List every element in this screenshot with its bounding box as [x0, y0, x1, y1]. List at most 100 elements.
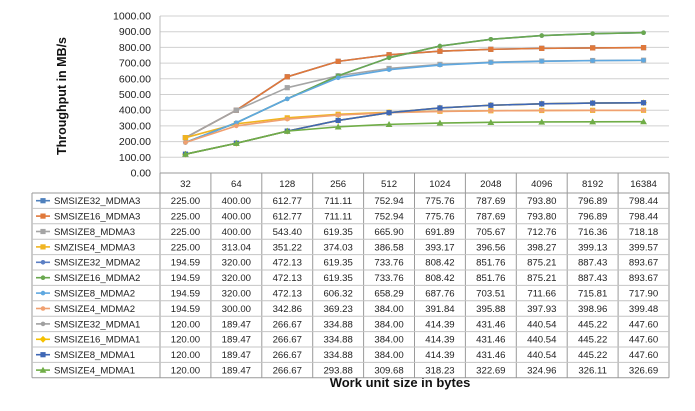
- legend-marker: [40, 275, 46, 281]
- data-label: 705.67: [476, 227, 505, 238]
- x-tick-label: 2048: [480, 179, 501, 190]
- legend-marker: [40, 198, 46, 204]
- x-tick-label: 8192: [582, 179, 603, 190]
- data-label: 445.22: [578, 319, 607, 330]
- data-label: 322.69: [476, 366, 505, 377]
- data-label: 320.00: [222, 289, 251, 300]
- data-label: 711.11: [324, 212, 352, 223]
- y-tick-label: 900.00: [119, 26, 151, 38]
- data-point: [334, 123, 342, 130]
- data-label: 543.40: [273, 227, 302, 238]
- data-label: 752.94: [374, 196, 404, 207]
- data-point: [284, 96, 290, 102]
- legend-marker: [40, 352, 46, 358]
- data-point: [182, 150, 189, 157]
- y-tick-label: 100.00: [119, 152, 151, 164]
- data-label: 440.54: [527, 319, 557, 330]
- data-label: 711.66: [527, 289, 556, 300]
- data-label: 391.84: [425, 304, 455, 315]
- legend-marker: [40, 244, 46, 250]
- data-label: 300.00: [222, 304, 251, 315]
- data-label: 619.35: [323, 227, 352, 238]
- data-label: 386.58: [374, 242, 403, 253]
- data-label: 266.67: [273, 319, 302, 330]
- data-label: 440.54: [527, 335, 557, 346]
- y-tick-label: 0.00: [131, 168, 152, 180]
- data-label: 400.00: [222, 212, 251, 223]
- data-label: 893.67: [629, 258, 658, 269]
- data-label: 398.96: [578, 304, 607, 315]
- data-label: 399.57: [629, 242, 658, 253]
- data-label: 194.59: [171, 304, 200, 315]
- data-point: [640, 100, 647, 106]
- data-point: [283, 127, 291, 134]
- data-label: 398.27: [527, 242, 556, 253]
- data-label: 691.89: [425, 227, 454, 238]
- data-label: 393.17: [425, 242, 454, 253]
- data-label: 687.76: [425, 289, 454, 300]
- y-tick-label: 300.00: [119, 120, 151, 132]
- data-label: 396.56: [476, 242, 505, 253]
- legend-entry: SMSIZE32_MDMA1: [54, 319, 140, 330]
- data-label: 875.21: [527, 258, 556, 269]
- x-tick-label: 32: [180, 179, 191, 190]
- data-label: 440.54: [527, 350, 557, 361]
- legend-entry: SMSIZE32_MDMA2: [54, 258, 140, 269]
- data-label: 445.22: [578, 335, 607, 346]
- legend-entry: SMZISE4_MDMA3: [54, 242, 135, 253]
- x-tick-label: 512: [381, 179, 397, 190]
- y-tick-label: 400.00: [119, 105, 151, 117]
- legend-marker: [40, 306, 46, 311]
- data-point: [590, 45, 596, 51]
- series-smsize16_mdma1: [182, 99, 647, 158]
- data-label: 120.00: [171, 335, 200, 346]
- data-point: [335, 58, 341, 64]
- data-label: 194.59: [171, 258, 200, 269]
- data-label: 384.00: [374, 304, 403, 315]
- data-point: [386, 110, 392, 116]
- data-label: 775.76: [425, 196, 454, 207]
- legend-marker: [40, 321, 46, 327]
- data-label: 717.90: [629, 289, 658, 300]
- data-point: [284, 74, 290, 80]
- data-label: 189.47: [222, 366, 251, 377]
- series-line: [185, 46, 644, 139]
- legend-entry: SMSIZE32_MDMA3: [54, 196, 140, 207]
- data-label: 472.13: [273, 273, 302, 284]
- y-tick-labels: 0.00 100.00 200.00 300.00 400.00 500.00 600.00…: [113, 11, 151, 180]
- data-label: 733.76: [374, 273, 403, 284]
- data-label: 334.88: [323, 350, 352, 361]
- data-label: 472.13: [273, 258, 302, 269]
- y-tick-label: 800.00: [119, 42, 151, 54]
- data-point: [589, 118, 597, 125]
- series-line: [185, 59, 644, 144]
- data-point: [385, 120, 393, 127]
- data-point: [590, 58, 595, 63]
- data-point: [590, 108, 595, 113]
- data-label: 796.89: [578, 212, 607, 223]
- series-smsize8_mdma1: [182, 100, 647, 157]
- data-label: 324.96: [527, 366, 556, 377]
- data-label: 313.04: [222, 242, 252, 253]
- y-tick-label: 700.00: [119, 58, 151, 70]
- data-point: [284, 85, 290, 91]
- data-label: 414.39: [425, 319, 454, 330]
- data-point: [183, 140, 188, 145]
- data-point: [284, 116, 290, 122]
- data-label: 384.00: [374, 319, 403, 330]
- legend-marker: [40, 290, 46, 296]
- data-label: 225.00: [171, 227, 200, 238]
- data-point: [488, 60, 494, 65]
- data-table: 32 64 128 256 512 1024 2048 4096 8192 16384 SMSIZE…: [31, 172, 670, 379]
- data-label: 851.76: [476, 273, 505, 284]
- y-tick-label: 1000.00: [113, 11, 151, 23]
- data-label: 326.69: [629, 366, 658, 377]
- data-point: [488, 36, 494, 42]
- data-label: 342.86: [273, 304, 302, 315]
- legend-marker: [40, 213, 46, 219]
- data-label: 447.60: [629, 350, 658, 361]
- data-label: 266.67: [273, 350, 302, 361]
- data-label: 414.39: [425, 335, 454, 346]
- data-label: 400.00: [222, 196, 251, 207]
